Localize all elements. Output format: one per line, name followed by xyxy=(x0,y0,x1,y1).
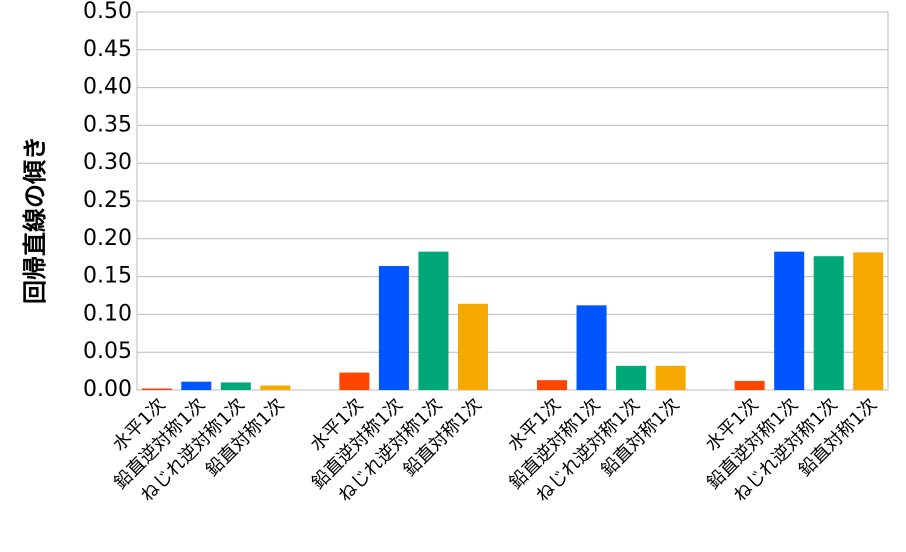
y-tick-label: 0.00 xyxy=(83,377,132,402)
bar xyxy=(853,252,884,390)
bar xyxy=(576,305,607,390)
y-tick-label: 0.45 xyxy=(83,37,132,62)
bar xyxy=(655,365,686,390)
bar xyxy=(141,388,172,390)
bar xyxy=(220,382,251,390)
bar xyxy=(774,251,805,390)
y-tick-label: 0.05 xyxy=(83,339,132,364)
y-tick-label: 0.40 xyxy=(83,75,132,100)
bar xyxy=(378,266,409,390)
bar xyxy=(339,372,370,390)
y-axis-label: 回帰直線の傾き xyxy=(21,136,49,304)
y-tick-label: 0.20 xyxy=(83,226,132,251)
bar xyxy=(616,365,647,390)
bar xyxy=(813,256,844,390)
bar xyxy=(734,380,765,390)
y-tick-label: 0.50 xyxy=(83,0,132,24)
bar xyxy=(260,385,291,390)
bar xyxy=(457,303,488,390)
y-tick-label: 0.30 xyxy=(83,150,132,175)
y-tick-label: 0.15 xyxy=(83,264,132,289)
y-tick-label: 0.10 xyxy=(83,301,132,326)
bar xyxy=(418,251,449,390)
bar xyxy=(181,381,212,390)
bar xyxy=(537,380,568,390)
y-tick-label: 0.35 xyxy=(83,112,132,137)
y-tick-label: 0.25 xyxy=(83,188,132,213)
